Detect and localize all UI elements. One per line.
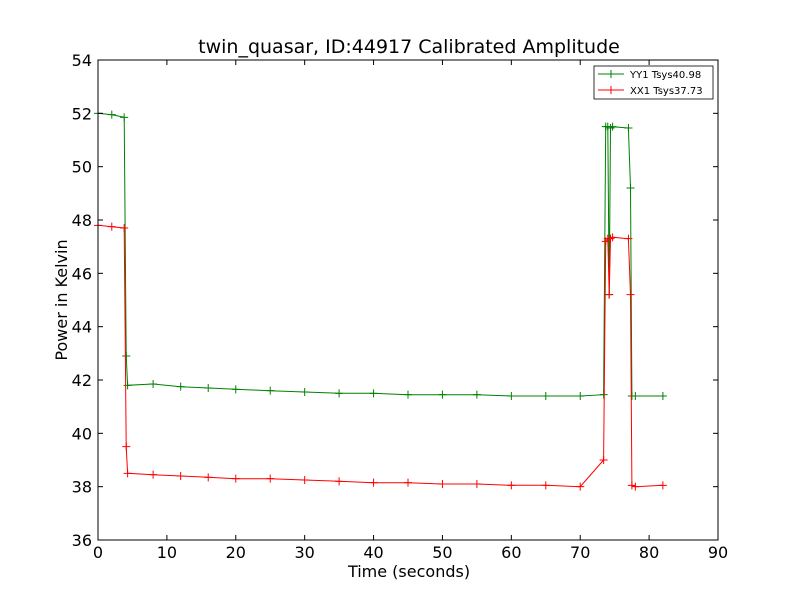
data-point: [149, 380, 158, 388]
data-point: [149, 470, 158, 479]
data-point: [608, 122, 617, 131]
data-point: [658, 481, 667, 490]
data-point: [608, 233, 617, 242]
data-point: [107, 222, 116, 231]
legend-marker-xx1: [607, 86, 615, 94]
data-point: [369, 389, 378, 398]
data-point: [335, 477, 344, 486]
data-point: [576, 482, 585, 491]
x-tick-label: 80: [639, 543, 659, 562]
y-tick-label: 36: [72, 531, 92, 550]
x-tick-label: 70: [570, 543, 590, 562]
y-tick-label: 50: [72, 158, 92, 177]
data-point: [626, 290, 635, 299]
data-point: [438, 390, 447, 399]
data-point: [369, 478, 378, 487]
x-tick-label: 90: [708, 543, 728, 562]
data-point: [231, 385, 240, 394]
x-tick-label: 60: [501, 543, 521, 562]
series-yy1: [94, 109, 667, 400]
data-point: [266, 474, 275, 483]
y-tick-label: 52: [72, 104, 92, 123]
data-point: [507, 392, 516, 400]
data-point: [123, 469, 132, 478]
data-point: [122, 352, 131, 360]
plot-area: [98, 60, 718, 540]
data-point: [541, 392, 550, 400]
data-point: [120, 224, 129, 232]
data-point: [472, 480, 481, 488]
data-point: [122, 442, 131, 451]
data-point: [472, 390, 481, 399]
y-tick-label: 40: [72, 424, 92, 443]
data-point: [231, 474, 240, 483]
data-point: [204, 384, 213, 392]
data-point: [605, 290, 614, 299]
data-point: [204, 473, 213, 482]
legend-label-yy1: YY1 Tsys40.98: [629, 70, 701, 81]
data-point: [626, 184, 635, 192]
y-tick-label: 46: [72, 264, 92, 283]
legend-marker-yy1: [607, 70, 615, 78]
data-point: [123, 381, 132, 390]
y-axis-label: Power in Kelvin: [52, 239, 71, 360]
x-tick-label: 0: [93, 543, 103, 562]
data-point: [624, 234, 633, 243]
chart-title: twin_quasar, ID:44917 Calibrated Amplitu…: [198, 36, 620, 58]
data-point: [176, 472, 185, 480]
legend-label-xx1: XX1 Tsys37.73: [630, 86, 703, 97]
x-tick-label: 10: [157, 543, 177, 562]
x-tick-label: 30: [294, 543, 314, 562]
legend: YY1 Tsys40.98 XX1 Tsys37.73: [593, 65, 714, 100]
data-point: [624, 124, 633, 132]
legend-box: [593, 65, 714, 100]
y-tick-label: 54: [72, 51, 92, 70]
series-xx1: [94, 221, 667, 491]
y-tick-label: 48: [72, 211, 92, 230]
x-tick-label: 50: [432, 543, 452, 562]
data-point: [120, 113, 129, 122]
data-point: [300, 476, 309, 484]
ticks-layer: 0 10 20 30 40 50 60 70 80 90 36 38 40 42 44 46 48 50 52 54: [72, 51, 729, 562]
x-tick-label: 20: [226, 543, 246, 562]
data-point: [631, 482, 640, 491]
data-point: [599, 456, 608, 464]
data-point: [631, 392, 640, 400]
data-point: [404, 390, 412, 399]
plot-frame: [97, 59, 719, 541]
data-point: [507, 481, 516, 490]
data-point: [404, 478, 412, 487]
y-tick-label: 44: [72, 318, 92, 337]
series-layer: [94, 109, 667, 491]
data-point: [606, 234, 615, 243]
x-axis-label: Time (seconds): [347, 562, 470, 581]
y-tick-label: 38: [72, 478, 92, 497]
data-point: [658, 392, 667, 400]
data-point: [176, 382, 185, 391]
data-point: [300, 388, 309, 396]
x-tick-label: 40: [363, 543, 383, 562]
y-tick-label: 42: [72, 371, 92, 390]
data-point: [107, 110, 116, 119]
data-point: [335, 389, 344, 398]
data-point: [438, 480, 447, 488]
data-point: [266, 386, 275, 395]
data-point: [541, 481, 550, 490]
data-point: [599, 390, 608, 399]
data-point: [606, 124, 615, 132]
data-point: [627, 481, 636, 490]
data-point: [576, 392, 585, 400]
